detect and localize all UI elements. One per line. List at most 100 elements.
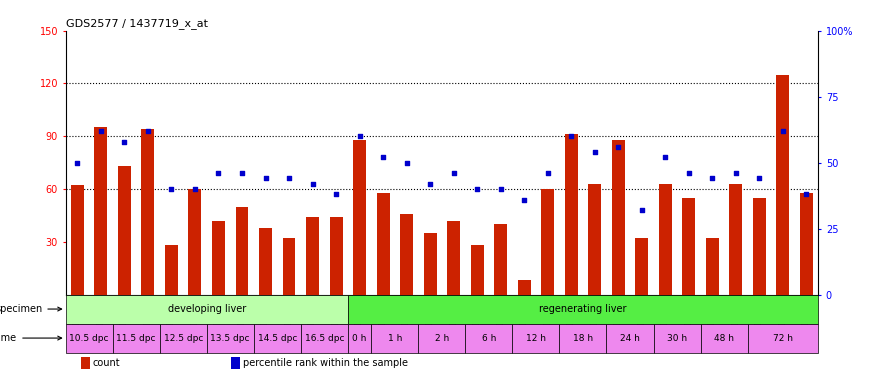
Bar (466, 324, 513, 353)
Bar (142, 129, 154, 295)
Text: 16.5 dpc: 16.5 dpc (304, 334, 344, 343)
Bar (471, 245, 484, 295)
Bar (494, 224, 507, 295)
Point (634, 207, 648, 213)
Text: 13.5 dpc: 13.5 dpc (211, 334, 250, 343)
Bar (654, 324, 701, 353)
Point (541, 170, 555, 176)
Bar (659, 184, 672, 295)
Bar (612, 140, 625, 295)
Point (188, 186, 202, 192)
Bar (94, 127, 108, 295)
Text: 18 h: 18 h (573, 334, 593, 343)
Text: 11.5 dpc: 11.5 dpc (116, 334, 156, 343)
Text: count: count (93, 358, 121, 368)
Point (400, 160, 414, 166)
Text: 10.5 dpc: 10.5 dpc (69, 334, 108, 343)
Point (235, 170, 249, 176)
Point (258, 175, 272, 182)
Bar (635, 238, 648, 295)
Text: 6 h: 6 h (482, 334, 496, 343)
Bar (354, 140, 366, 295)
Bar (518, 280, 530, 295)
Bar (259, 228, 272, 295)
Bar (371, 324, 418, 353)
Bar (730, 184, 742, 295)
Text: 1 h: 1 h (388, 334, 402, 343)
Bar (559, 324, 606, 353)
Bar (254, 324, 301, 353)
Bar (424, 233, 437, 295)
Point (212, 170, 226, 176)
Point (94, 128, 108, 134)
Text: 2 h: 2 h (435, 334, 449, 343)
Point (658, 154, 672, 161)
Text: percentile rank within the sample: percentile rank within the sample (243, 358, 409, 368)
Bar (606, 324, 654, 353)
Bar (206, 324, 254, 353)
Bar (118, 166, 131, 295)
Point (705, 175, 719, 182)
Point (329, 191, 343, 197)
Point (588, 149, 602, 155)
Text: GDS2577 / 1437719_x_at: GDS2577 / 1437719_x_at (66, 18, 207, 30)
Text: 0 h: 0 h (353, 334, 367, 343)
Bar (542, 189, 554, 295)
Bar (513, 324, 559, 353)
Bar (348, 324, 371, 353)
Bar (165, 245, 178, 295)
Point (282, 175, 296, 182)
Bar (212, 221, 225, 295)
Bar (231, 358, 241, 369)
Text: time: time (0, 333, 61, 343)
Point (117, 139, 131, 145)
Bar (188, 189, 201, 295)
Text: regenerating liver: regenerating liver (539, 304, 626, 314)
Bar (776, 75, 789, 295)
Bar (701, 324, 747, 353)
Bar (80, 358, 90, 369)
Bar (447, 221, 460, 295)
Bar (400, 214, 413, 295)
Point (517, 197, 531, 203)
Point (493, 186, 507, 192)
Point (729, 170, 743, 176)
Bar (160, 324, 206, 353)
Bar (800, 192, 813, 295)
Text: 48 h: 48 h (714, 334, 734, 343)
Text: developing liver: developing liver (168, 304, 246, 314)
Bar (71, 185, 84, 295)
Bar (306, 217, 319, 295)
Point (164, 186, 178, 192)
Point (141, 128, 155, 134)
Text: 12 h: 12 h (526, 334, 546, 343)
Bar (66, 295, 348, 324)
Bar (588, 184, 601, 295)
Point (70, 160, 84, 166)
Bar (66, 324, 113, 353)
Bar (301, 324, 348, 353)
Text: 12.5 dpc: 12.5 dpc (164, 334, 203, 343)
Bar (330, 217, 342, 295)
Point (446, 170, 460, 176)
Point (470, 186, 484, 192)
Point (682, 170, 696, 176)
Text: 24 h: 24 h (620, 334, 640, 343)
Bar (283, 238, 296, 295)
Bar (752, 198, 766, 295)
Bar (564, 134, 578, 295)
Bar (706, 238, 718, 295)
Bar (235, 207, 248, 295)
Bar (418, 324, 466, 353)
Bar (682, 198, 696, 295)
Bar (376, 192, 389, 295)
Point (424, 180, 438, 187)
Point (776, 128, 790, 134)
Text: 30 h: 30 h (667, 334, 687, 343)
Bar (348, 295, 818, 324)
Point (800, 191, 814, 197)
Bar (113, 324, 160, 353)
Point (305, 180, 319, 187)
Text: 14.5 dpc: 14.5 dpc (257, 334, 297, 343)
Text: specimen: specimen (0, 304, 61, 314)
